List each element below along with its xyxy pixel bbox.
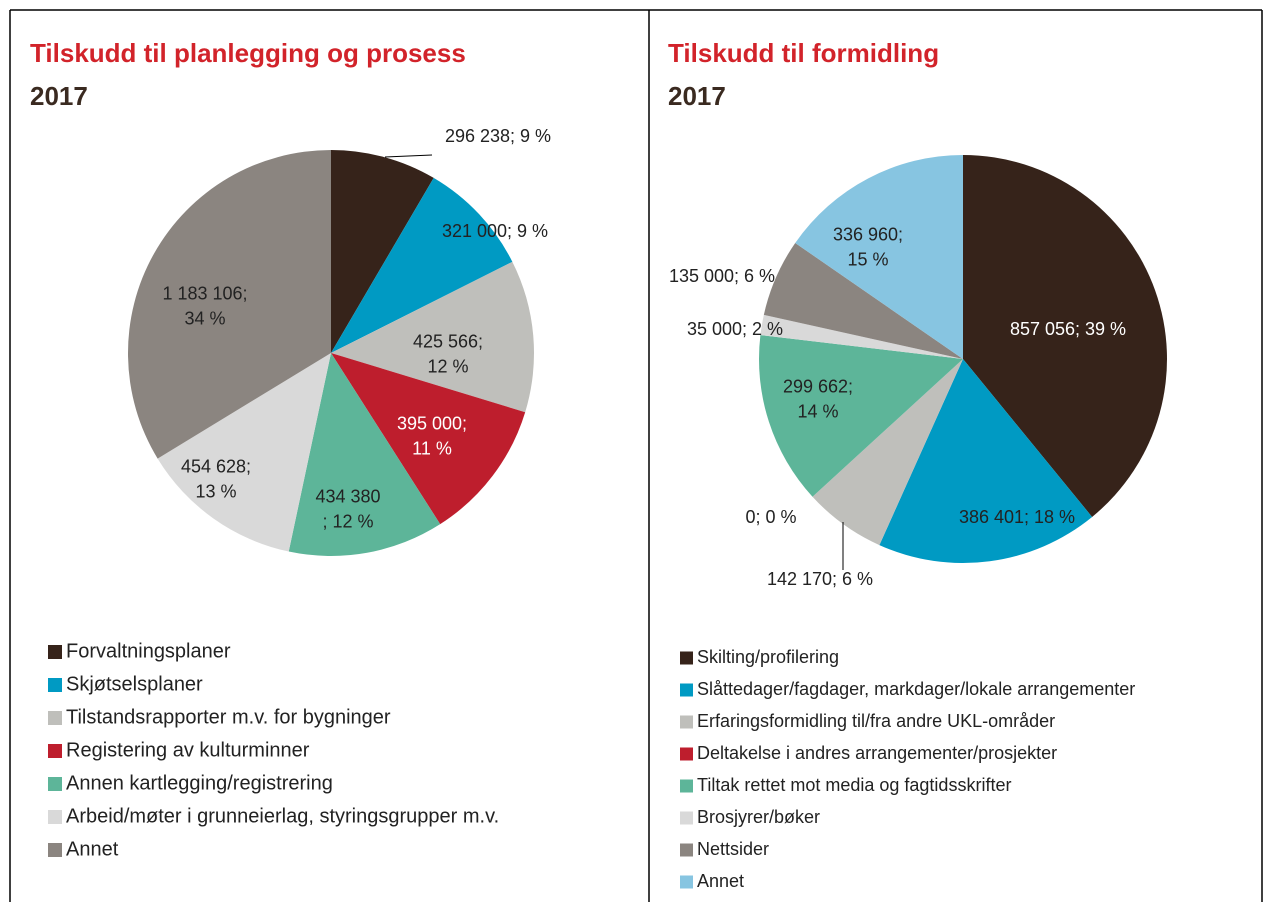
legend-label: Tilstandsrapporter m.v. for bygninger [66,706,391,728]
data-label-line: 454 628; [181,456,251,476]
legend-label: Skilting/profilering [697,647,839,667]
legend-label: Annet [697,871,744,891]
data-label: 135 000; 6 % [669,266,775,286]
legend-swatch [680,651,693,665]
data-label: 336 960; 15 % [833,224,903,269]
data-label: 857 056; 39 % [1010,319,1126,339]
data-label-line: 336 960; [833,224,903,244]
legend-label: Deltakelse i andres arrangementer/prosje… [697,743,1057,763]
legend-label: Forvaltningsplaner [66,640,231,662]
legend-label: Annen kartlegging/registrering [66,772,333,794]
legend-swatch [48,744,62,758]
pie-slice [963,155,1167,517]
pie-slice [157,353,331,552]
pie-slice [331,150,434,353]
legend-label: Nettsider [697,839,769,859]
pie-slice [331,353,526,525]
pie-slice [879,359,1093,563]
chart-title: Tilskudd til planlegging og prosess [30,38,466,68]
data-label: 434 380 ; 12 % [315,486,380,531]
data-label-line: 12 % [427,356,468,376]
legend-swatch [48,843,62,857]
chart-subtitle: 2017 [30,81,88,111]
legend-label: Annet [66,838,119,860]
pie-slice [812,359,963,546]
legend-swatch [48,810,62,824]
data-label-line: 425 566; [413,331,483,351]
legend-label: Tiltak rettet mot media og fagtidsskrift… [697,775,1011,795]
legend-swatch [680,843,693,857]
data-label-line: 11 % [412,438,452,458]
data-label: 142 170; 6 % [767,569,873,589]
legend-swatch [48,678,62,692]
pie-slice [288,353,441,556]
legend-swatch [48,777,62,791]
pie-slice [795,155,963,359]
data-label: 1 183 106; 34 % [162,283,247,328]
data-label: 395 000; 11 % [397,413,467,458]
data-label: 454 628; 13 % [181,456,251,501]
data-label: 425 566; 12 % [413,331,483,376]
data-label: 299 662; 14 % [783,376,853,421]
legend-swatch [48,711,62,725]
legend-swatch [680,715,693,729]
data-label: 0; 0 % [745,507,796,527]
legend-swatch [48,645,62,659]
legend-label: Brosjyrer/bøker [697,807,820,827]
pie-slice [331,261,534,413]
data-label-line: 395 000; [397,413,467,433]
pie-slice [331,177,513,353]
data-label: 296 238; 9 % [445,126,551,146]
legend-label: Registering av kulturminner [66,739,310,761]
legend-swatch [680,875,693,889]
data-label: 321 000; 9 % [442,221,548,241]
pie-slice [763,242,963,359]
data-label: 35 000; 2 % [687,319,783,339]
chart-title: Tilskudd til formidling [668,38,939,68]
leader-line [384,154,433,158]
legend-swatch [680,811,693,825]
pie-slice [759,335,963,497]
chart-subtitle: 2017 [668,81,726,111]
data-label-line: 299 662; [783,376,853,396]
legend-label: Skjøtselsplaner [66,673,203,695]
pie-slice [127,150,331,459]
legend-label: Erfaringsformidling til/fra andre UKL-om… [697,711,1055,731]
legend-label: Slåttedager/fagdager, markdager/lokale a… [697,679,1135,699]
data-label-line: 434 380 [315,486,380,506]
legend-swatch [680,683,693,697]
data-label-line: 34 % [184,308,225,328]
data-label: 386 401; 18 % [959,507,1075,527]
data-label-line: 13 % [195,481,236,501]
data-label-line: 15 % [847,249,888,269]
legend-swatch [680,747,693,761]
pie-slice [760,314,963,359]
data-label-line: 1 183 106; [162,283,247,303]
legend-label: Arbeid/møter i grunneierlag, styringsgru… [66,805,499,827]
data-label-line: 14 % [797,401,838,421]
legend-swatch [680,779,693,793]
data-label-line: ; 12 % [322,511,373,531]
